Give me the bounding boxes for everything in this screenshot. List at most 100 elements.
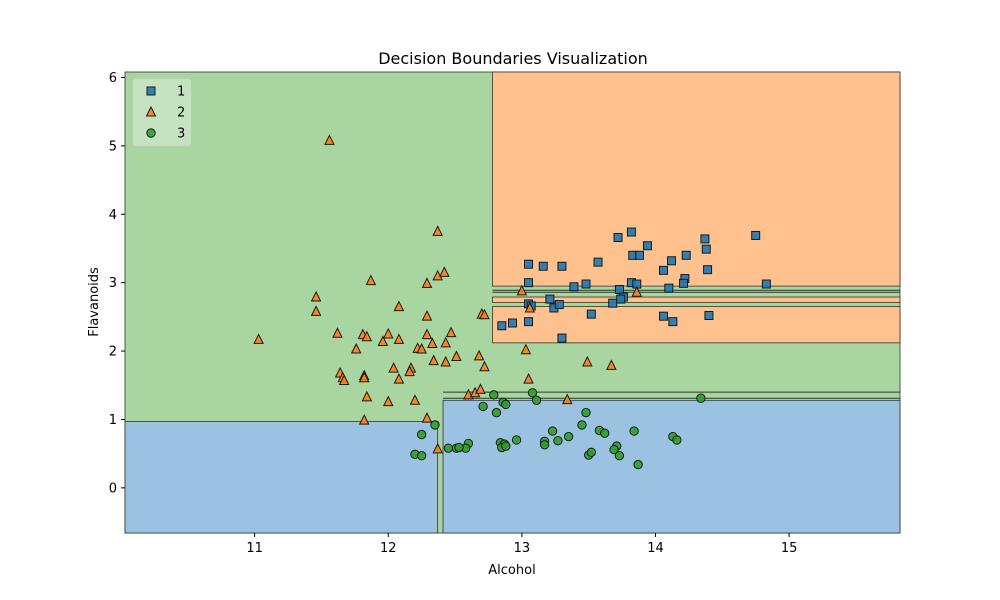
x-tick-label: 12 [380, 541, 397, 556]
data-point-class-3 [581, 407, 591, 418]
data-point-class-1 [626, 227, 636, 237]
data-point-class-2 [440, 355, 451, 367]
data-point-class-2 [409, 394, 421, 405]
data-point-class-3 [553, 435, 563, 446]
data-point-class-1 [751, 230, 761, 240]
y-tick-label: 1 [109, 413, 117, 428]
data-point-class-2 [382, 327, 394, 339]
data-point-class-1 [642, 241, 652, 251]
data-point-class-2 [606, 359, 617, 370]
data-point-class-2 [361, 390, 373, 402]
data-point-class-2 [421, 310, 433, 321]
data-point-class-2 [361, 330, 373, 342]
data-point-class-2 [432, 225, 443, 236]
data-point-class-2 [324, 134, 335, 145]
data-point-class-2 [416, 342, 427, 354]
data-point-class-2 [310, 305, 322, 316]
data-point-class-2 [445, 326, 457, 338]
series-2 [253, 134, 643, 454]
x-tick-label: 13 [514, 541, 531, 556]
legend-marker-3 [146, 128, 156, 138]
data-point-class-2 [451, 350, 462, 362]
data-point-class-1 [681, 250, 691, 260]
data-point-class-2 [520, 343, 532, 355]
data-point-class-2 [338, 374, 350, 385]
data-point-class-1 [668, 317, 678, 327]
data-point-class-1 [524, 278, 534, 288]
data-point-class-2 [404, 365, 415, 377]
data-point-class-2 [350, 342, 362, 354]
data-point-class-1 [613, 233, 623, 243]
legend-box [132, 78, 192, 147]
legend-label-3: 3 [177, 127, 185, 142]
data-point-class-2 [358, 414, 370, 425]
data-point-class-2 [382, 395, 394, 407]
x-axis: 11 12 13 14 15 [246, 533, 797, 556]
data-point-class-1 [701, 244, 711, 254]
data-point-class-2 [428, 354, 439, 366]
legend-label-1: 1 [177, 85, 185, 100]
data-point-class-1 [658, 311, 668, 321]
data-point-class-1 [497, 321, 507, 331]
data-point-class-2 [393, 333, 405, 344]
data-point-class-3 [539, 440, 550, 450]
legend-label-2: 2 [177, 106, 185, 121]
data-point-class-3 [609, 444, 619, 455]
data-point-class-3 [443, 443, 454, 453]
data-point-class-1 [667, 256, 677, 266]
data-point-class-1 [634, 250, 644, 260]
y-tick-label: 2 [109, 345, 117, 360]
data-point-class-1 [658, 265, 668, 275]
data-point-class-2 [421, 328, 433, 340]
data-point-class-3 [696, 393, 706, 403]
data-point-class-3 [633, 459, 643, 470]
decision-region-class-1 [492, 71, 901, 287]
data-point-class-2 [432, 442, 443, 454]
data-point-class-3 [531, 395, 542, 406]
data-point-class-3 [501, 441, 511, 451]
data-point-class-3 [527, 388, 538, 398]
y-tick-label: 4 [109, 208, 117, 223]
data-point-class-3 [599, 428, 610, 438]
data-point-class-1 [679, 278, 689, 288]
data-point-class-1 [700, 234, 710, 244]
data-point-class-3 [478, 401, 488, 412]
x-tick-label: 11 [246, 541, 263, 556]
data-point-class-2 [332, 327, 343, 338]
data-point-class-1 [593, 257, 603, 267]
y-axis-label: Flavanoids [87, 267, 102, 337]
series-3 [410, 388, 706, 470]
data-point-class-1 [545, 294, 555, 304]
legend: 1 2 3 [132, 78, 192, 147]
data-point-class-2 [479, 360, 490, 372]
data-point-class-3 [416, 429, 427, 440]
data-point-class-3 [491, 407, 502, 418]
data-point-class-2 [310, 290, 322, 302]
chart-title: Decision Boundaries Visualization [378, 49, 648, 68]
data-point-class-3 [489, 390, 499, 400]
y-tick-label: 3 [109, 276, 117, 291]
series-1 [497, 227, 771, 343]
x-axis-label: Alcohol [488, 563, 535, 578]
data-point-class-3 [629, 426, 639, 436]
data-point-class-1 [508, 318, 517, 328]
legend-marker-2 [145, 105, 157, 117]
y-axis: 0 1 2 3 4 5 6 [109, 71, 125, 496]
data-point-class-3 [614, 451, 625, 461]
decision-region-class-3 [442, 399, 901, 534]
data-point-class-3 [501, 399, 511, 410]
data-point-class-2 [479, 308, 490, 320]
data-point-class-2 [561, 393, 573, 405]
data-point-class-3 [430, 420, 440, 430]
data-point-class-1 [608, 298, 618, 308]
data-point-class-1 [704, 310, 714, 320]
data-point-class-1 [614, 285, 624, 295]
data-point-class-2 [393, 372, 405, 384]
data-point-class-3 [577, 420, 587, 430]
legend-marker-1 [146, 86, 156, 96]
data-point-class-1 [761, 279, 771, 289]
plot-area [124, 71, 901, 534]
data-point-class-2 [253, 333, 264, 344]
data-point-class-1 [569, 282, 579, 292]
data-point-class-1 [554, 300, 564, 310]
